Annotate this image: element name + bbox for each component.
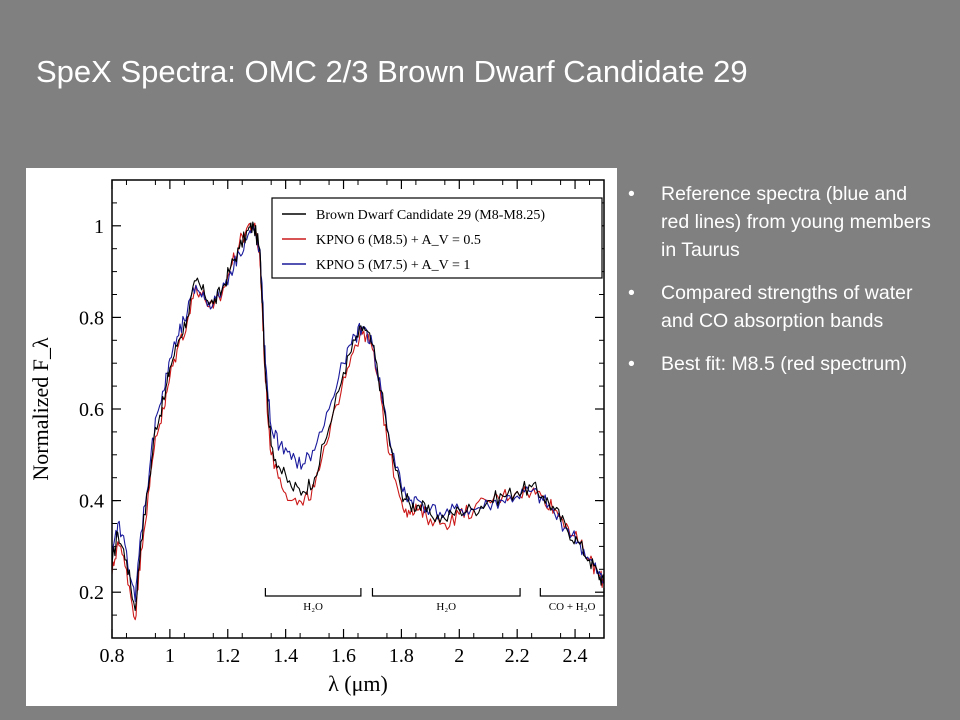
x-axis-label: λ (μm) [328,671,388,696]
series-line-2 [111,225,604,602]
x-tick-label: 1.8 [389,645,414,667]
band-bracket [264,588,362,597]
spectrum-chart: 0.8 1 1.2 1.4 1.6 1.8 2 2.2 2.4 0.2 0.4 0.6 0.8 1 H₂O… [28,179,605,696]
series-line-0 [111,221,605,612]
x-tick-label: 2 [454,645,464,667]
series-layer [111,221,605,621]
y-tick-label: 0.4 [79,491,104,513]
bullet-item: Best fit: M8.5 (red spectrum) [628,350,938,378]
x-tick-label: 1.2 [215,645,240,667]
axis-ticks [111,179,604,639]
bullet-item: Reference spectra (blue and red lines) f… [628,180,938,264]
legend: Brown Dwarf Candidate 29 (M8-M8.25) KPNO … [271,197,603,279]
x-tick-label: 1 [165,645,175,667]
band-label: H₂O [436,601,456,613]
y-tick-label: 1 [94,216,104,238]
band-label: H₂O [303,601,323,613]
band-annotations: H₂O H₂O CO + H₂O [264,588,605,613]
y-tick-label: 0.8 [79,307,104,329]
tick-labels: 0.8 1 1.2 1.4 1.6 1.8 2 2.2 2.4 0.2 0.4 0.6 0.8 1 [79,216,588,667]
band-bracket [539,588,605,597]
x-tick-label: 2.4 [563,645,588,667]
y-tick-label: 0.2 [79,582,104,604]
x-tick-label: 0.8 [100,645,125,667]
x-tick-label: 2.2 [505,645,530,667]
y-tick-label: 0.6 [79,399,104,421]
bullet-item: Compared strengths of water and CO absor… [628,279,938,335]
legend-label: Brown Dwarf Candidate 29 (M8-M8.25) [316,208,545,223]
x-tick-label: 1.6 [331,645,356,667]
series-line-1 [111,222,605,621]
slide-title: SpeX Spectra: OMC 2/3 Brown Dwarf Candid… [36,54,748,89]
legend-label: KPNO 5 (M7.5) + A_V = 1 [316,258,470,273]
band-label: CO + H₂O [549,601,596,613]
x-tick-label: 1.4 [273,645,298,667]
plot-frame [111,179,605,639]
legend-label: KPNO 6 (M8.5) + A_V = 0.5 [316,233,481,248]
band-bracket [371,588,521,597]
y-axis-label: Normalized F_λ [28,337,53,481]
spectrum-figure: 0.8 1 1.2 1.4 1.6 1.8 2 2.2 2.4 0.2 0.4 0.6 0.8 1 H₂O… [26,168,617,706]
legend-box [271,197,603,279]
bullet-list: Reference spectra (blue and red lines) f… [628,180,938,393]
